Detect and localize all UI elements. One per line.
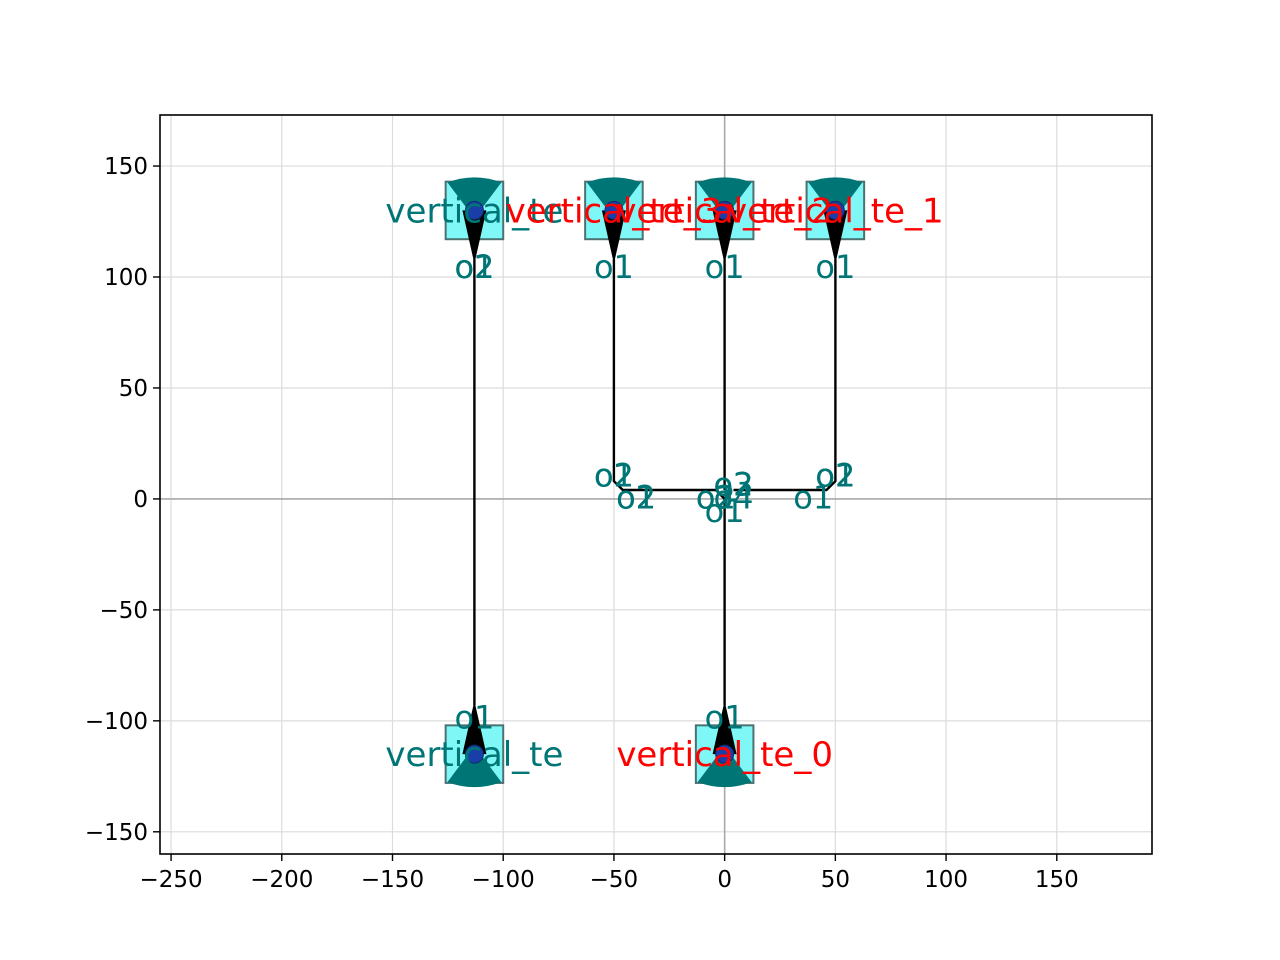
port-label: o1 [705, 492, 745, 530]
port-label: o1 [793, 479, 833, 517]
port-label: o1 [705, 698, 745, 736]
route-line [612, 259, 726, 706]
y-tick-label: 100 [104, 265, 148, 291]
port-label: o1 [454, 698, 494, 736]
instance-labels: vertical_te vertical_te_1vertical_te_2ver… [385, 191, 943, 775]
instance-label: vertical_te_2 [616, 191, 833, 231]
port-arrow [462, 210, 487, 264]
x-tick-label: 50 [821, 867, 850, 893]
port-arrow [601, 210, 626, 264]
grating-coupler [697, 177, 752, 219]
port-label: o2 [454, 248, 494, 286]
port-label: o2 [616, 479, 656, 517]
port-label: o1 [454, 248, 494, 286]
y-tick-label: 0 [133, 487, 148, 513]
x-tick-label: −50 [590, 867, 639, 893]
port-label: o2 [714, 465, 754, 503]
port-dot [825, 200, 845, 220]
x-tick-label: −250 [139, 867, 202, 893]
grating-coupler [808, 177, 863, 219]
port-dot [715, 200, 735, 220]
y-tick-label: −50 [99, 598, 148, 624]
port-label: o1 [594, 248, 634, 286]
port-label: o1 [696, 479, 736, 517]
port-label: o2 [594, 457, 634, 495]
x-tick-label: −100 [472, 867, 535, 893]
grid-lines [160, 115, 1152, 854]
plot-background [160, 115, 1152, 854]
port-label: o2 [696, 479, 736, 517]
instance-label: vertical_te [385, 735, 563, 775]
x-tick-label: 0 [717, 867, 732, 893]
grating-coupler [447, 746, 502, 788]
x-tick-label: −150 [361, 867, 424, 893]
port-label: o1 [594, 457, 634, 495]
port-label: o3 [714, 465, 754, 503]
instance-label: vertical_te_3 [506, 191, 723, 231]
port-dot [464, 200, 484, 220]
port-dot [715, 744, 735, 764]
x-axis-ticks: −250 −200 −150 −100 −50 0 50 100 150 [139, 854, 1079, 893]
y-axis-ticks: −150 −100 −50 0 50 100 150 [85, 154, 160, 846]
port-dot [464, 744, 484, 764]
y-tick-label: 50 [119, 376, 148, 402]
instance-label: vertical_te [385, 191, 563, 231]
port-arrow [712, 210, 737, 264]
port-label: o1 [815, 457, 855, 495]
y-tick-label: −100 [85, 709, 148, 735]
grating-coupler [586, 177, 641, 219]
x-tick-label: −200 [250, 867, 313, 893]
port-label: o1 [616, 479, 656, 517]
x-tick-label: 150 [1035, 867, 1079, 893]
port-arrow [712, 700, 737, 755]
route-line [733, 259, 837, 492]
components [444, 177, 866, 788]
instance-label: vertical_te_0 [616, 735, 833, 775]
port-label: o1 [815, 248, 855, 286]
y-tick-label: 150 [104, 154, 148, 180]
plot-frame [159, 114, 1153, 855]
port-label: o2 [815, 457, 855, 495]
port-arrow [823, 210, 848, 264]
y-tick-label: −150 [85, 820, 148, 846]
routes [473, 259, 837, 706]
port-label: o4 [714, 479, 754, 517]
port-label: o1 [705, 248, 745, 286]
grating-coupler [447, 177, 502, 219]
port-dot [604, 200, 624, 220]
port-arrow [462, 700, 487, 755]
x-tick-label: 100 [924, 867, 968, 893]
instance-label: vertical_te_1 [727, 191, 944, 231]
grating-coupler [697, 746, 752, 788]
